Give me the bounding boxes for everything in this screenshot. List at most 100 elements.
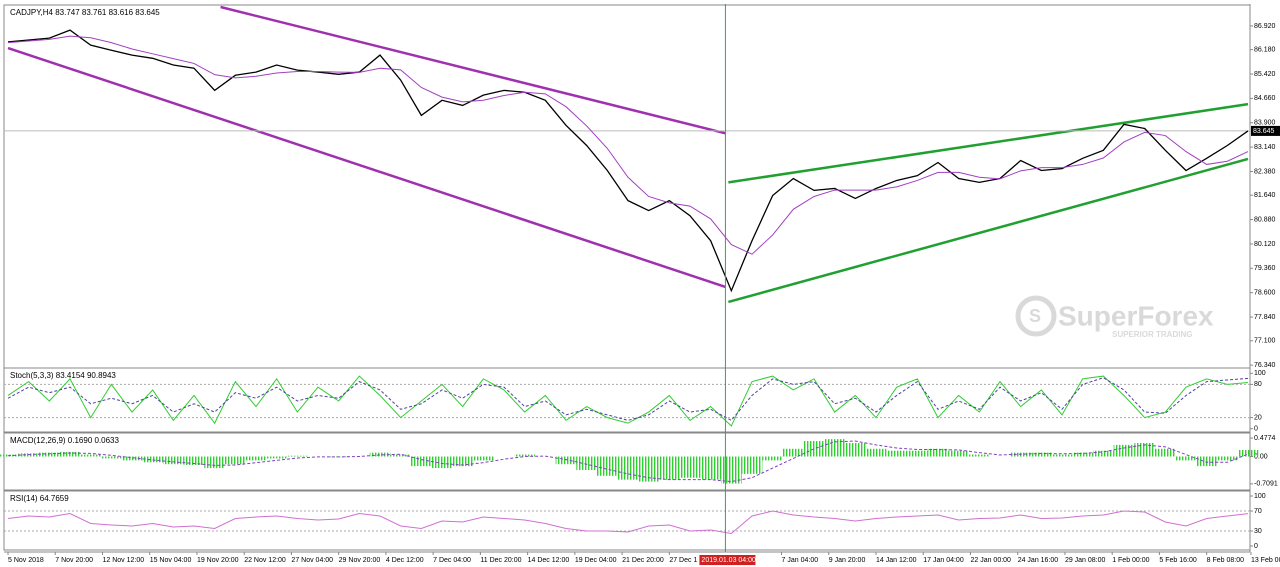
- y-tick-label: 70: [1254, 508, 1262, 515]
- histogram-bar: [452, 456, 473, 467]
- histogram-bar: [659, 456, 680, 480]
- x-tick-label: 24 Jan 16:00: [1018, 557, 1059, 564]
- histogram-bar: [927, 448, 949, 457]
- x-tick-label: 11 Dec 20:00: [480, 557, 521, 564]
- y-tick-label: 0: [1254, 543, 1258, 550]
- x-tick-label: 17 Jan 04:00: [923, 557, 964, 564]
- x-tick-label: 5 Nov 2018: [8, 557, 44, 564]
- series-line: [7, 440, 1249, 483]
- histogram-bar: [1237, 449, 1259, 457]
- histogram-bar: [431, 456, 453, 469]
- histogram-bar: [101, 456, 122, 459]
- x-tick-label: 7 Nov 20:00: [55, 557, 93, 564]
- x-tick-label: 22 Nov 12:00: [244, 557, 286, 564]
- x-tick-label: 14 Dec 12:00: [528, 557, 570, 564]
- y-tick-label: 100: [1254, 493, 1266, 500]
- x-tick-label: 21 Dec 20:00: [622, 557, 664, 564]
- x-tick-label: 19 Nov 20:00: [197, 557, 239, 564]
- histogram-bar: [142, 456, 163, 463]
- y-tick-label: 77.840: [1254, 314, 1276, 321]
- y-tick-label: 78.600: [1254, 290, 1276, 297]
- histogram-bar: [225, 456, 246, 465]
- watermark-tagline: SUPERIOR TRADING: [1112, 330, 1192, 339]
- trendline: [220, 5, 726, 135]
- x-tick-label: 27 Nov 04:00: [291, 557, 333, 564]
- y-tick-label: 85.420: [1254, 71, 1276, 78]
- y-tick-label: -0.7091: [1254, 481, 1278, 488]
- histogram-bar: [1113, 444, 1135, 457]
- histogram-bar: [638, 456, 659, 482]
- y-tick-label: 79.360: [1254, 265, 1276, 272]
- x-tick-label: 1 Feb 00:00: [1112, 557, 1149, 564]
- histogram-bar: [390, 454, 411, 457]
- y-tick-label: 80: [1254, 381, 1262, 388]
- series-line: [7, 375, 1249, 427]
- histogram-bar: [555, 456, 577, 465]
- histogram-bar: [907, 450, 928, 457]
- histogram-bar: [700, 456, 721, 480]
- x-tick-label: 14 Jan 12:00: [876, 557, 917, 564]
- histogram-bar: [1155, 448, 1176, 457]
- x-tick-label: 8 Feb 08:00: [1207, 557, 1244, 564]
- histogram-bar: [824, 439, 845, 457]
- histogram-bar: [1196, 456, 1217, 467]
- y-tick-label: 84.660: [1254, 95, 1276, 102]
- histogram-bar: [948, 450, 969, 457]
- watermark-logo: [1015, 295, 1057, 337]
- histogram-bar: [679, 456, 701, 478]
- panel-title: Stoch(5,3,3) 83.4154 90.8943: [10, 371, 116, 380]
- histogram-bar: [266, 456, 287, 459]
- histogram-bar: [803, 441, 825, 457]
- trendline: [728, 157, 1249, 304]
- histogram-bar: [473, 456, 494, 461]
- histogram-bar: [617, 456, 639, 480]
- histogram-bar: [287, 455, 308, 457]
- histogram-bar: [783, 448, 804, 457]
- series-line: [7, 35, 1249, 255]
- x-tick-label: 29 Jan 08:00: [1065, 557, 1106, 564]
- y-tick-label: 86.180: [1254, 46, 1276, 53]
- histogram-bar: [1031, 452, 1052, 457]
- histogram-bar: [886, 450, 907, 457]
- current-price-box: [1251, 125, 1280, 136]
- histogram-bar: [741, 456, 763, 474]
- crosshair-box: [699, 555, 756, 565]
- histogram-bar: [1217, 456, 1238, 461]
- histogram-bar: [39, 452, 60, 457]
- x-tick-label: 4 Dec 12:00: [386, 557, 424, 564]
- watermark-logo-mark: S: [1029, 306, 1041, 326]
- trendline: [728, 102, 1249, 184]
- y-tick-label: 20: [1254, 414, 1262, 421]
- y-tick-label: 100: [1254, 370, 1266, 377]
- histogram-bar: [121, 456, 143, 461]
- panel-title: RSI(14) 64.7659: [10, 494, 69, 503]
- series-line: [7, 510, 1249, 535]
- watermark: S SuperForex SUPERIOR TRADING: [1015, 295, 1214, 339]
- x-tick-label: 19 Dec 04:00: [575, 557, 617, 564]
- y-tick-label: 82.380: [1254, 168, 1276, 175]
- trendline: [7, 46, 726, 289]
- histogram-bar: [514, 454, 535, 457]
- current-price-label: 83.645: [1253, 128, 1275, 135]
- x-tick-label: 7 Jan 04:00: [782, 557, 819, 564]
- y-tick-label: 77.100: [1254, 338, 1276, 345]
- histogram-bar: [1093, 450, 1114, 457]
- x-tick-label: 29 Nov 20:00: [339, 557, 381, 564]
- watermark-brand: SuperForex: [1058, 300, 1214, 331]
- y-tick-label: 0.00: [1254, 453, 1268, 460]
- panel-title: CADJPY,H4 83.747 83.761 83.616 83.645: [10, 8, 160, 17]
- histogram-bar: [1134, 442, 1155, 457]
- x-tick-label: 13 Feb 00:00: [1251, 557, 1280, 564]
- y-tick-label: 80.120: [1254, 241, 1276, 248]
- histogram-bar: [183, 456, 205, 465]
- x-tick-label: 5 Feb 16:00: [1159, 557, 1196, 564]
- histogram-bar: [1175, 456, 1197, 461]
- histogram-bar: [597, 456, 618, 476]
- x-tick-label: 7 Dec 04:00: [433, 557, 471, 564]
- y-tick-label: 0: [1254, 426, 1258, 433]
- histogram-bar: [969, 454, 990, 457]
- series-line: [7, 29, 1249, 293]
- y-tick-label: 86.920: [1254, 23, 1276, 30]
